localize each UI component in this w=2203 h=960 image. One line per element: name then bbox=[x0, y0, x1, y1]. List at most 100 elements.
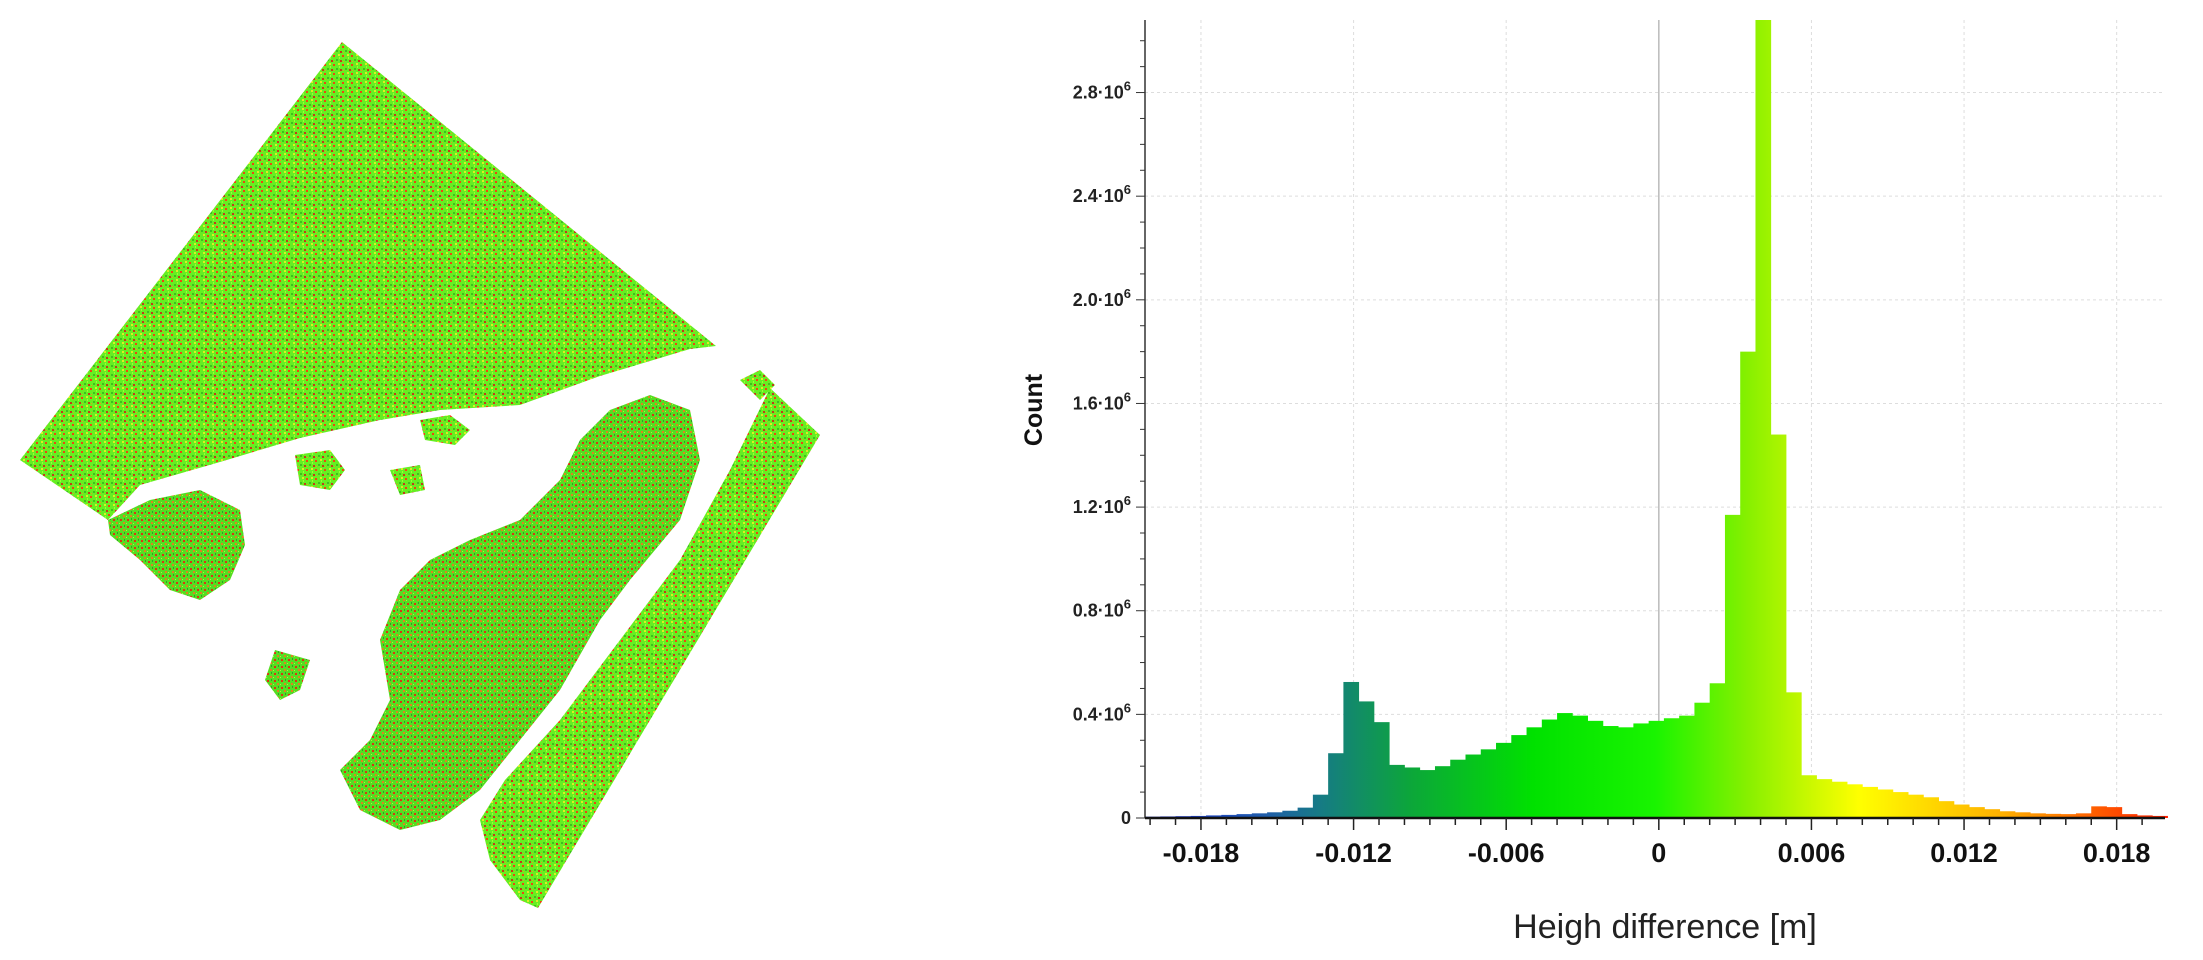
y-tick-base: 1.6·10 bbox=[1073, 393, 1124, 413]
histogram-bar bbox=[1587, 720, 1604, 818]
histogram-bar bbox=[1602, 726, 1619, 818]
histogram-bar bbox=[1526, 727, 1543, 818]
histogram-bar bbox=[1282, 810, 1299, 818]
histogram-bar bbox=[1404, 767, 1421, 818]
map-left-patch bbox=[108, 490, 245, 600]
histogram-bar bbox=[1801, 775, 1817, 818]
histogram-bar bbox=[1328, 753, 1344, 818]
histogram-bar bbox=[1648, 720, 1665, 818]
histogram-bar bbox=[1221, 814, 1237, 818]
histogram-bar bbox=[1999, 811, 2016, 818]
histogram-bar bbox=[1969, 807, 1985, 818]
histogram-bar bbox=[1679, 715, 1695, 818]
histogram-bar bbox=[1862, 786, 1878, 818]
histogram-bar bbox=[2060, 814, 2077, 818]
x-tick-label: 0 bbox=[1651, 838, 1666, 868]
histogram-bar bbox=[1633, 723, 1650, 818]
map-small-patch-e bbox=[740, 370, 775, 400]
histogram-bar bbox=[1465, 754, 1482, 818]
histogram-bar bbox=[1892, 792, 1909, 818]
histogram-bar bbox=[2121, 814, 2138, 818]
histogram-bar bbox=[1984, 809, 2001, 818]
y-tick-base: 0.8·10 bbox=[1073, 601, 1124, 621]
histogram-bar bbox=[2075, 813, 2092, 818]
y-tick-exponent: 6 bbox=[1124, 182, 1131, 197]
histogram-bar bbox=[1206, 815, 1222, 818]
histogram-bar bbox=[1770, 434, 1787, 818]
histogram-bar bbox=[1618, 727, 1634, 818]
histogram-bar bbox=[1755, 20, 1772, 818]
y-tick-labels: 00.4·1060.8·1061.2·1061.6·1062.0·1062.4·… bbox=[1073, 79, 1131, 828]
map-small-patch-b bbox=[420, 415, 470, 445]
histogram-bar bbox=[2014, 812, 2031, 818]
histogram-bar bbox=[1358, 701, 1375, 818]
histogram-bar bbox=[2045, 813, 2062, 818]
histogram-bar bbox=[2137, 815, 2153, 818]
histogram-bar bbox=[1541, 719, 1558, 818]
map-upper-region bbox=[20, 42, 716, 520]
point-cloud-map bbox=[0, 0, 840, 960]
y-tick-label: 2.8·106 bbox=[1073, 79, 1131, 103]
histogram-bar bbox=[1236, 814, 1253, 818]
histogram-bar bbox=[1450, 759, 1466, 818]
x-tick-labels: -0.018 -0.012 -0.006 0 0.006 0.012 0.018 bbox=[1163, 838, 2151, 868]
histogram-bar bbox=[1251, 813, 1268, 818]
y-tick-exponent: 6 bbox=[1124, 493, 1131, 508]
x-axis-title: Heigh difference [m] bbox=[1513, 908, 1817, 946]
y-axis-title: Count bbox=[1020, 373, 1048, 446]
histogram-bar bbox=[1496, 742, 1512, 818]
y-tick-exponent: 6 bbox=[1124, 79, 1131, 94]
histogram-bar bbox=[1480, 749, 1497, 818]
histogram-bar bbox=[1953, 804, 1970, 818]
y-tick-exponent: 6 bbox=[1124, 286, 1131, 301]
y-tick-exponent: 6 bbox=[1124, 597, 1131, 612]
histogram-bar bbox=[2091, 806, 2107, 818]
y-tick-base: 2.0·10 bbox=[1073, 290, 1124, 310]
x-tick-label: -0.018 bbox=[1163, 838, 1240, 868]
histogram-bar bbox=[1663, 718, 1680, 818]
histogram-bar bbox=[1312, 794, 1329, 818]
histogram-bar bbox=[1297, 807, 1314, 818]
histogram-bar bbox=[1267, 812, 1283, 818]
x-tick-label: 0.018 bbox=[2083, 838, 2151, 868]
histogram-bars bbox=[1145, 20, 2168, 818]
histogram-bar bbox=[1572, 715, 1588, 818]
histogram-bar bbox=[1831, 781, 1848, 818]
histogram-bar bbox=[1343, 681, 1360, 818]
histogram-bar bbox=[1740, 351, 1756, 818]
map-lower-strip bbox=[480, 388, 820, 908]
y-tick-base: 0 bbox=[1121, 808, 1131, 828]
histogram-bar bbox=[1709, 683, 1726, 818]
y-tick-exponent: 6 bbox=[1124, 389, 1131, 404]
histogram-bar bbox=[1557, 713, 1573, 818]
histogram-bar bbox=[1724, 514, 1741, 818]
histogram-bar bbox=[1389, 764, 1405, 818]
map-small-patch-d bbox=[265, 650, 310, 700]
y-tick-label: 0 bbox=[1121, 808, 1131, 828]
y-tick-label: 1.2·106 bbox=[1073, 493, 1131, 517]
map-middle-patch bbox=[340, 395, 700, 830]
histogram-bar bbox=[1938, 801, 1955, 818]
histogram-bar bbox=[1434, 766, 1451, 818]
x-tick-label: 0.006 bbox=[1778, 838, 1846, 868]
axes bbox=[1136, 20, 2165, 830]
histogram-bar bbox=[2106, 807, 2123, 818]
y-tick-base: 0.4·10 bbox=[1073, 704, 1124, 724]
x-tick-label: -0.012 bbox=[1315, 838, 1392, 868]
histogram-bar bbox=[1694, 702, 1711, 818]
x-tick-label: -0.006 bbox=[1468, 838, 1545, 868]
histogram-bar bbox=[1419, 770, 1436, 818]
y-tick-label: 2.4·106 bbox=[1073, 182, 1131, 206]
histogram-bar bbox=[1847, 784, 1863, 818]
y-tick-base: 2.8·10 bbox=[1073, 83, 1124, 103]
y-tick-base: 1.2·10 bbox=[1073, 497, 1124, 517]
histogram-chart: 0 0.4·106 0.8·106 1.2·106 1.6·106 2.0·106 2.4·… bbox=[980, 0, 2203, 960]
x-tick-label: 0.012 bbox=[1930, 838, 1998, 868]
histogram-svg: 00.4·1060.8·1061.2·1061.6·1062.0·1062.4·… bbox=[1020, 20, 2168, 946]
histogram-bar bbox=[1785, 692, 1802, 818]
map-small-patch-c bbox=[390, 465, 425, 495]
histogram-bar bbox=[1923, 797, 1940, 818]
map-small-patch-a bbox=[295, 450, 345, 490]
grid-lines bbox=[1145, 20, 2165, 818]
histogram-bar bbox=[1373, 722, 1390, 818]
